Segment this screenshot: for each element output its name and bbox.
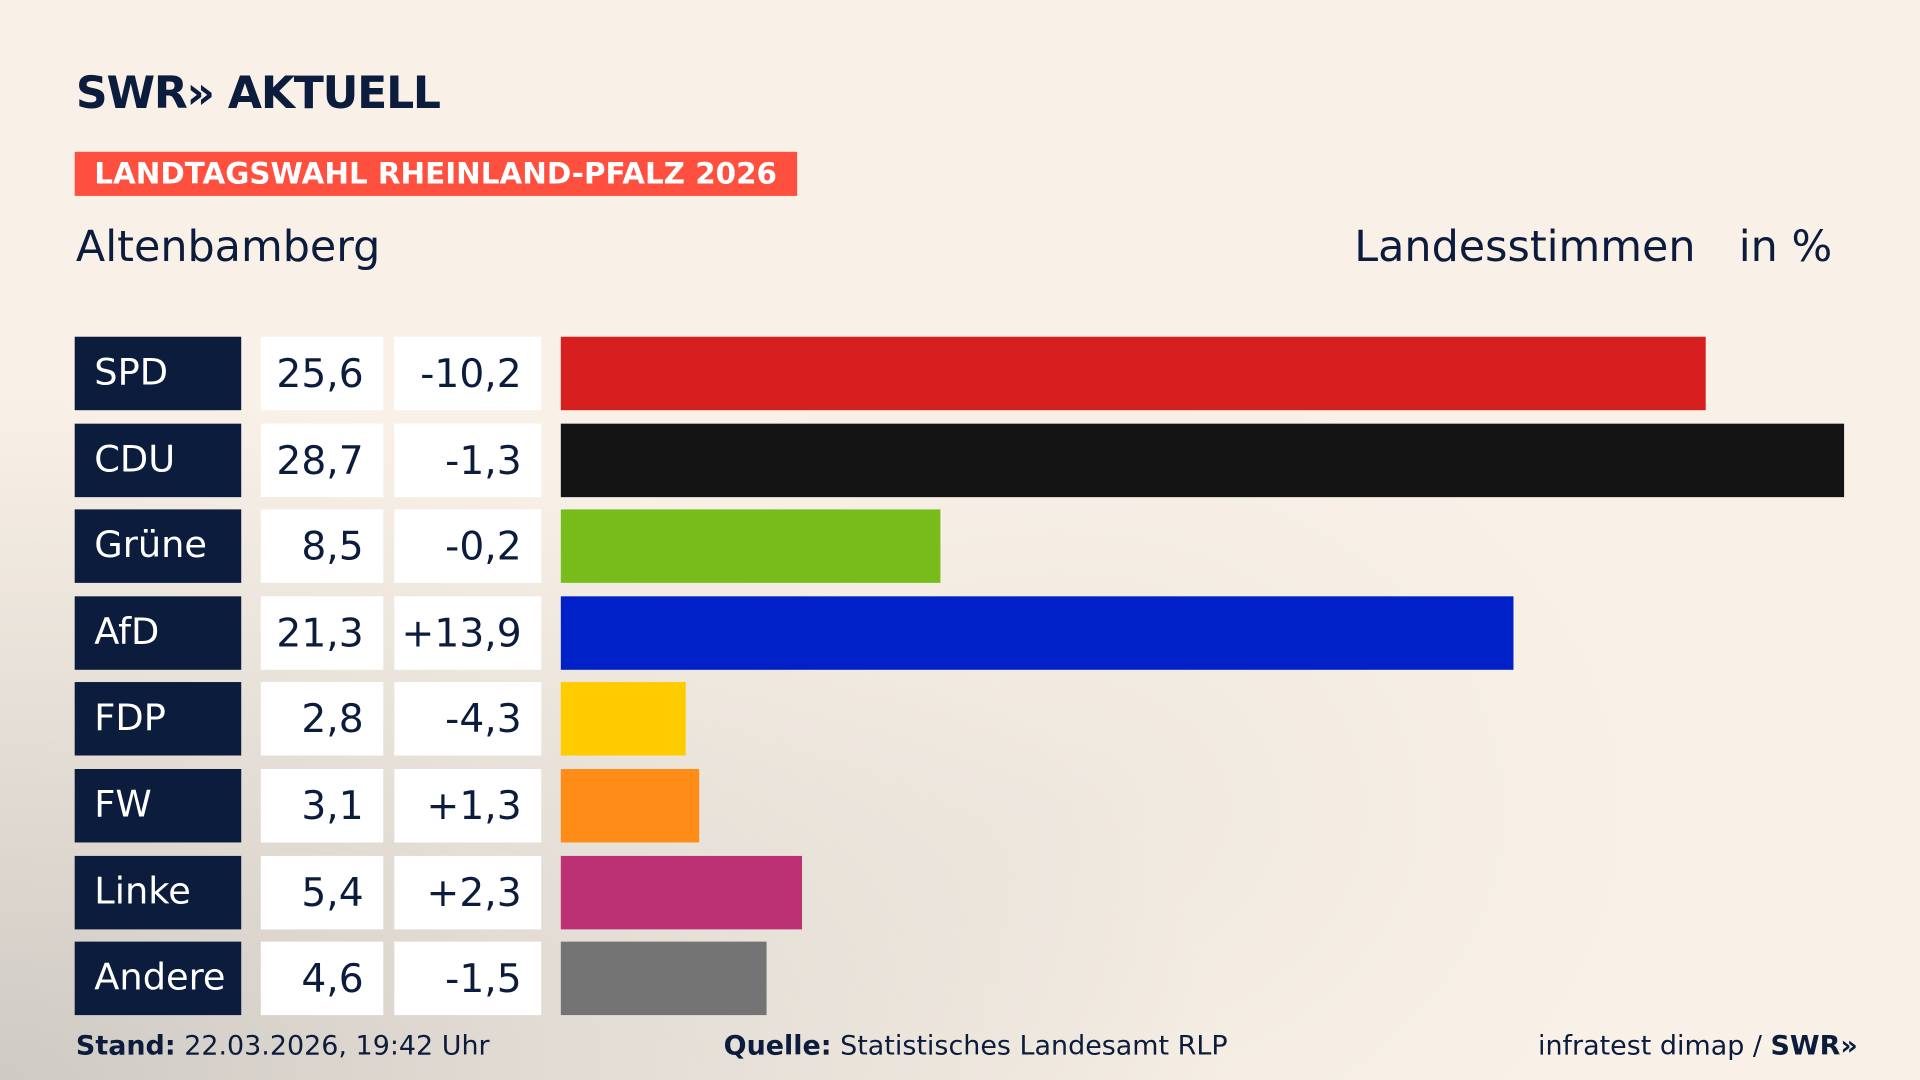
swr-aktuell-logo: SWR» AKTUELL [75,68,441,119]
value-label: 28,7 [260,423,384,497]
diff-label: -4,3 [394,682,542,756]
credit-text: infratest dimap / [1537,1031,1771,1062]
bar-linke [560,855,803,929]
party-label: SPD [74,336,242,411]
bar-fw [560,768,700,843]
party-label: FW [74,768,242,843]
stand-label: Stand: [75,1031,176,1062]
bar-andere [560,941,767,1016]
source: Quelle: Statistisches Landesamt RLP [724,1031,1228,1062]
diff-label: -1,5 [394,941,542,1016]
unit-label: in % [1738,222,1833,272]
value-label: 3,1 [260,768,384,843]
party-label: Andere [74,941,242,1016]
diff-label: +13,9 [394,596,542,670]
source-value: Statistisches Landesamt RLP [840,1031,1228,1062]
party-label: CDU [74,423,242,497]
diff-label: -1,3 [394,423,542,497]
diff-label: -10,2 [394,336,542,411]
party-label: FDP [74,682,242,756]
bar-spd [560,336,1706,411]
location-title: Altenbamberg [75,222,381,272]
value-label: 5,4 [260,855,384,929]
value-label: 4,6 [260,941,384,1016]
diff-label: +1,3 [394,768,542,843]
timestamp: Stand: 22.03.2026, 19:42 Uhr [76,1031,490,1062]
value-label: 25,6 [260,336,384,411]
value-label: 8,5 [260,509,384,584]
bar-grüne [560,509,941,584]
diff-label: +2,3 [394,855,542,929]
stand-value: 22.03.2026, 19:42 Uhr [184,1031,490,1062]
party-label: AfD [74,596,242,670]
value-label: 21,3 [260,596,384,670]
swr-logo: SWR» [1770,1031,1858,1062]
measure-label: Landesstimmen [1354,222,1696,272]
party-label: Grüne [74,509,242,584]
credit: infratest dimap / SWR» [1538,1031,1858,1062]
election-banner: LANDTAGSWAHL RHEINLAND-PFALZ 2026 [74,151,797,196]
diff-label: -0,2 [394,509,542,584]
source-label: Quelle: [723,1031,832,1062]
bar-cdu [560,423,1845,497]
bar-afd [560,596,1514,670]
value-label: 2,8 [260,682,384,756]
party-label: Linke [74,855,242,929]
bar-fdp [560,682,687,756]
